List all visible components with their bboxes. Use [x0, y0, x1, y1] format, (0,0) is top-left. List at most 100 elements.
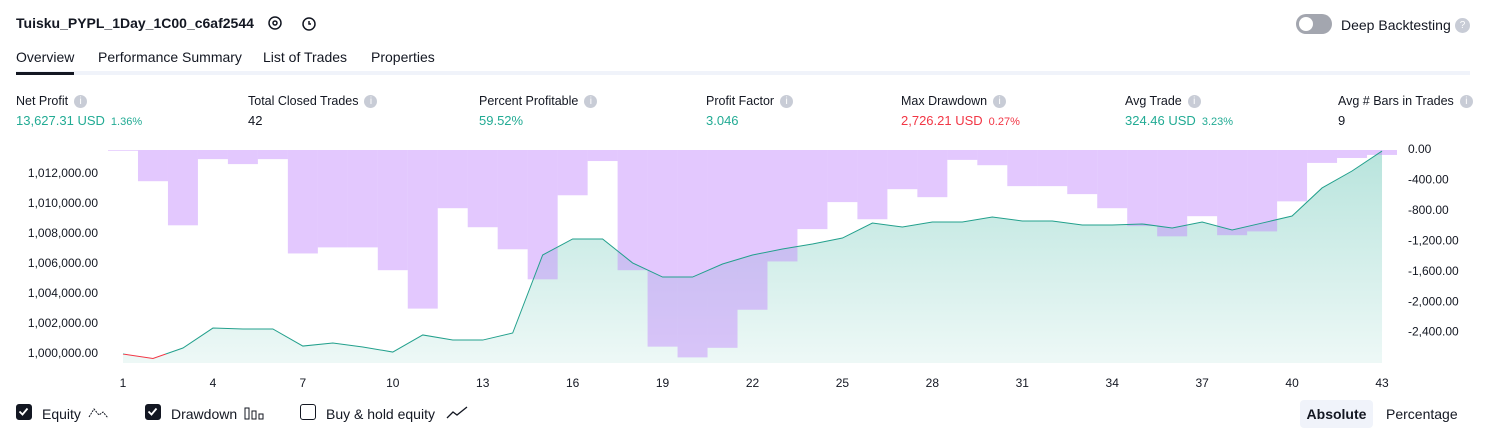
- metric-value-row: 13,627.31 USD 1.36%: [16, 113, 142, 128]
- drawdown-bar: [497, 150, 528, 250]
- drawdown-bar: [827, 150, 858, 203]
- drawdown-bar: [917, 150, 948, 198]
- drawdown-bar: [1217, 150, 1248, 236]
- drawdown-bar: [1187, 150, 1218, 217]
- y-tick-label: 1,002,000.00: [28, 316, 98, 330]
- drawdown-bar: [947, 150, 978, 160]
- y2-tick-label: -2,400.00: [1408, 325, 1459, 339]
- drawdown-bar: [1007, 150, 1038, 187]
- deep-backtesting-label: Deep Backtesting: [1341, 17, 1451, 33]
- drawdown-bar: [377, 150, 408, 271]
- tab[interactable]: Overview: [16, 49, 75, 65]
- active-tab-indicator: [16, 72, 74, 75]
- metric-value: 9: [1338, 113, 1346, 128]
- drawdown-bar: [977, 150, 1008, 166]
- mode-button[interactable]: Absolute: [1300, 400, 1373, 428]
- drawdown-bar: [437, 150, 468, 209]
- metric: Max Drawdown i: [901, 94, 1007, 108]
- drawdown-bar: [647, 150, 678, 347]
- tab-rule: [16, 71, 1470, 75]
- drawdown-bar: [227, 150, 258, 165]
- drawdown-checkbox[interactable]: [145, 404, 161, 420]
- drawdown-bar: [257, 150, 288, 160]
- metric-value-row: 9: [1338, 113, 1345, 128]
- strategy-title: Tuisku_PYPL_1Day_1C00_c6af2544: [16, 15, 254, 31]
- help-icon[interactable]: ?: [1455, 18, 1470, 33]
- equity-checkbox[interactable]: [16, 404, 32, 420]
- metric-value: 324.46 USD: [1125, 113, 1196, 128]
- drawdown-bar: [887, 150, 918, 190]
- legend-label: Buy & hold equity: [326, 406, 435, 422]
- drawdown-bar: [557, 150, 588, 196]
- drawdown-bar: [1157, 150, 1188, 237]
- drawdown-bar: [197, 150, 228, 160]
- y2-tick-label: 0.00: [1408, 142, 1432, 156]
- buy-hold-checkbox[interactable]: [300, 404, 316, 420]
- y-tick-label: 1,006,000.00: [28, 256, 98, 270]
- metric: Profit Factor i: [706, 94, 794, 108]
- drawdown-bar: [707, 150, 738, 348]
- metric-value-row: 3.046: [706, 113, 739, 128]
- tab[interactable]: List of Trades: [263, 49, 348, 65]
- equity-area: [122, 151, 1383, 363]
- x-tick-label: 43: [1375, 376, 1389, 390]
- drawdown-bar: [347, 150, 378, 248]
- metric-label: Percent Profitable: [479, 94, 579, 108]
- metric: Net Profit i: [16, 94, 88, 108]
- info-icon: i: [1187, 95, 1201, 108]
- metric-label: Avg # Bars in Trades: [1338, 94, 1454, 108]
- drawdown-bar: [1097, 150, 1128, 209]
- metric-value-row: 324.46 USD 3.23%: [1125, 113, 1233, 128]
- drawdown-bar: [677, 150, 708, 358]
- y2-tick-label: -1,200.00: [1408, 233, 1459, 247]
- metric-value: 2,726.21 USD: [901, 113, 983, 128]
- x-tick-label: 25: [836, 376, 850, 390]
- buy-hold-icon: [446, 406, 468, 419]
- metric-value-row: 59.52%: [479, 113, 523, 128]
- drawdown-bar: [1247, 150, 1278, 232]
- info-icon: i: [993, 95, 1007, 108]
- x-tick-label: 40: [1285, 376, 1299, 390]
- drawdown-bar: [1067, 150, 1098, 195]
- metric: Avg # Bars in Trades i: [1338, 94, 1473, 108]
- drawdown-bar: [1127, 150, 1158, 227]
- title-icons: [268, 16, 316, 31]
- x-tick-label: 37: [1195, 376, 1209, 390]
- equity-line: [122, 150, 1383, 360]
- x-tick-label: 16: [566, 376, 580, 390]
- y2-tick-label: -800.00: [1408, 203, 1449, 217]
- drawdown-bar: [1037, 150, 1068, 187]
- tab[interactable]: Performance Summary: [98, 49, 242, 65]
- x-tick-label: 7: [300, 376, 307, 390]
- metric-label: Max Drawdown: [901, 94, 988, 108]
- metric-value-row: 2,726.21 USD 0.27%: [901, 113, 1020, 128]
- legend-label: Drawdown: [171, 406, 238, 422]
- drawdown-bar: [1367, 150, 1397, 155]
- drawdown-bar: [1307, 150, 1338, 163]
- metric: Total Closed Trades i: [248, 94, 378, 108]
- y-tick-label: 1,004,000.00: [28, 286, 98, 300]
- drawdown-bar: [587, 150, 618, 162]
- y-tick-label: 1,008,000.00: [28, 226, 98, 240]
- y-tick-label: 1,000,000.00: [28, 346, 98, 360]
- x-tick-label: 1: [120, 376, 127, 390]
- x-tick-label: 13: [476, 376, 490, 390]
- metric-label: Net Profit: [16, 94, 69, 108]
- drawdown-bar: [767, 150, 798, 262]
- deep-backtesting-toggle[interactable]: [1296, 14, 1332, 34]
- x-tick-label: 28: [926, 376, 940, 390]
- y2-tick-label: -400.00: [1408, 173, 1449, 187]
- mode-button[interactable]: Percentage: [1386, 406, 1458, 422]
- info-icon: i: [584, 95, 598, 108]
- drawdown-bar: [108, 150, 138, 151]
- metric-percent: 1.36%: [110, 116, 143, 128]
- metric: Avg Trade i: [1125, 94, 1201, 108]
- x-tick-label: 22: [746, 376, 760, 390]
- tab[interactable]: Properties: [371, 49, 435, 65]
- drawdown-bar: [317, 150, 348, 248]
- info-icon: i: [780, 95, 794, 108]
- metric-label: Total Closed Trades: [248, 94, 359, 108]
- drawdown-bar: [1337, 150, 1368, 158]
